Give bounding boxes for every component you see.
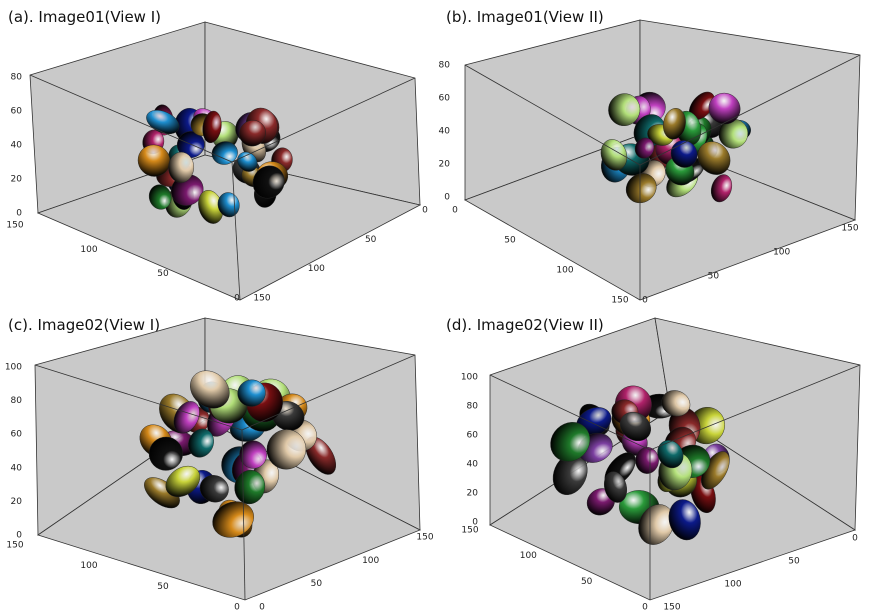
z-ticks-label: 0 (444, 193, 450, 203)
left-ticks-label: 100 (556, 266, 573, 276)
z-ticks-label: 100 (5, 363, 22, 373)
z-ticks-label: 40 (11, 463, 23, 473)
left-ticks-label: 0 (234, 294, 240, 304)
left-ticks-label: 100 (80, 561, 97, 571)
blob (168, 152, 194, 183)
z-ticks-label: 40 (439, 127, 451, 137)
figure: (a). Image01(View I)80604020015010050015… (0, 0, 873, 616)
panel-title: (d). Image02(View II) (446, 316, 604, 334)
panel-title: (c). Image02(View I) (8, 316, 160, 334)
left-ticks-label: 150 (6, 541, 23, 551)
left-ticks-label: 0 (234, 603, 240, 613)
z-ticks-label: 20 (11, 175, 23, 185)
z-ticks-label: 100 (461, 373, 478, 383)
right-ticks-label: 150 (841, 224, 858, 234)
left-ticks-label: 150 (6, 221, 23, 231)
z-ticks-label: 80 (467, 402, 479, 412)
left-ticks-label: 50 (504, 236, 516, 246)
z-ticks-label: 0 (16, 531, 22, 541)
left-ticks-label: 50 (157, 582, 169, 592)
z-ticks-label: 60 (439, 94, 451, 104)
z-ticks-label: 60 (11, 107, 23, 117)
right-ticks-label: 0 (422, 206, 428, 216)
right-ticks-label: 150 (253, 294, 270, 304)
z-ticks-label: 40 (11, 141, 23, 151)
right-ticks-label: 50 (708, 272, 720, 282)
right-ticks-label: 100 (724, 580, 741, 590)
left-ticks-label: 0 (452, 206, 458, 216)
left-ticks-label: 100 (520, 551, 537, 561)
right-ticks-label: 0 (259, 603, 265, 613)
left-ticks-label: 150 (611, 296, 628, 306)
z-ticks-label: 40 (467, 460, 479, 470)
right-ticks-label: 100 (362, 556, 379, 566)
right-ticks-label: 100 (308, 264, 325, 274)
z-ticks-label: 80 (11, 396, 23, 406)
z-ticks-label: 20 (439, 160, 451, 170)
panel-title: (a). Image01(View I) (8, 8, 161, 26)
panel: (c). Image02(View I)10080604020015010050… (5, 316, 434, 613)
left-ticks-label: 150 (461, 526, 478, 536)
right-ticks-label: 0 (852, 534, 858, 544)
right-ticks-label: 100 (773, 248, 790, 258)
right-ticks-label: 50 (365, 235, 377, 245)
left-ticks-label: 50 (157, 269, 169, 279)
z-ticks-label: 60 (11, 430, 23, 440)
z-ticks-label: 20 (467, 489, 479, 499)
left-ticks-label: 100 (80, 245, 97, 255)
left-ticks-label: 50 (581, 577, 593, 587)
panel-title: (b). Image01(View II) (446, 8, 604, 26)
panel: (d). Image02(View II)1008060402001501005… (446, 316, 860, 613)
right-ticks-label: 0 (642, 296, 648, 306)
z-ticks-label: 20 (11, 497, 23, 507)
right-ticks-label: 150 (416, 533, 433, 543)
left-ticks-label: 0 (642, 603, 648, 613)
z-ticks-label: 60 (467, 431, 479, 441)
z-ticks-label: 80 (11, 73, 23, 83)
z-ticks-label: 0 (16, 209, 22, 219)
right-ticks-label: 50 (788, 557, 800, 567)
right-ticks-label: 50 (311, 579, 323, 589)
right-ticks-label: 150 (663, 603, 680, 613)
z-ticks-label: 80 (439, 61, 451, 71)
